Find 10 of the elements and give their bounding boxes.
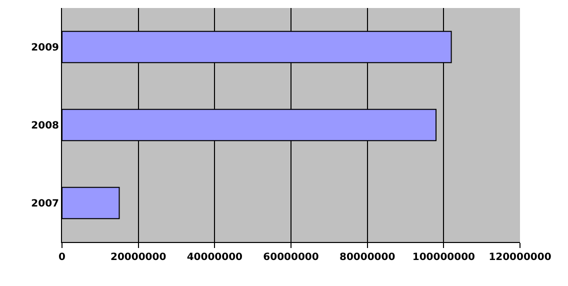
- x-tick-label: 20000000: [110, 252, 166, 263]
- x-tick-label: 60000000: [263, 252, 319, 263]
- x-tick-label: 40000000: [186, 252, 243, 263]
- y-tick-label: 2007: [31, 198, 60, 210]
- x-tick-label: 120000000: [488, 252, 552, 263]
- x-tick-label: 0: [58, 252, 66, 263]
- x-tick-label: 80000000: [339, 252, 396, 263]
- y-tick-label: 2009: [31, 42, 60, 54]
- x-tick-label: 100000000: [412, 252, 476, 263]
- y-tick-label: 2008: [31, 120, 60, 132]
